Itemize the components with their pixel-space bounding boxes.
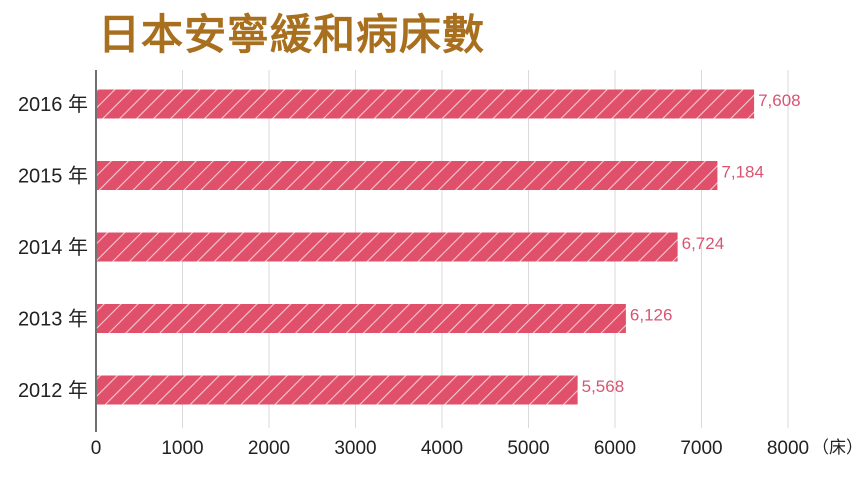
- bar: [97, 233, 678, 262]
- bar: [97, 376, 578, 405]
- value-label: 7,608: [758, 91, 801, 110]
- bar: [97, 161, 717, 190]
- value-label: 7,184: [721, 163, 764, 182]
- category-label: 2016 年: [18, 93, 88, 116]
- x-tick-label: 6000: [594, 438, 636, 459]
- bar: [97, 90, 754, 119]
- x-tick-label: 8000: [767, 438, 809, 459]
- category-label: 2013 年: [18, 308, 88, 331]
- value-label: 5,568: [582, 377, 625, 396]
- x-tick-label: 2000: [248, 438, 290, 459]
- x-tick-label: 3000: [334, 438, 376, 459]
- x-tick-label: 7000: [680, 438, 722, 459]
- x-unit-label: （床）: [812, 438, 863, 458]
- value-label: 6,126: [630, 306, 673, 325]
- category-label: 2015 年: [18, 165, 88, 188]
- category-label: 2012 年: [18, 379, 88, 402]
- category-label: 2014 年: [18, 236, 88, 259]
- bars: [97, 90, 754, 405]
- x-tick-label: 5000: [507, 438, 549, 459]
- x-tick-label: 0: [91, 438, 102, 459]
- bar: [97, 304, 626, 333]
- x-tick-label: 4000: [421, 438, 463, 459]
- x-tick-label: 1000: [161, 438, 203, 459]
- value-label: 6,724: [682, 234, 725, 253]
